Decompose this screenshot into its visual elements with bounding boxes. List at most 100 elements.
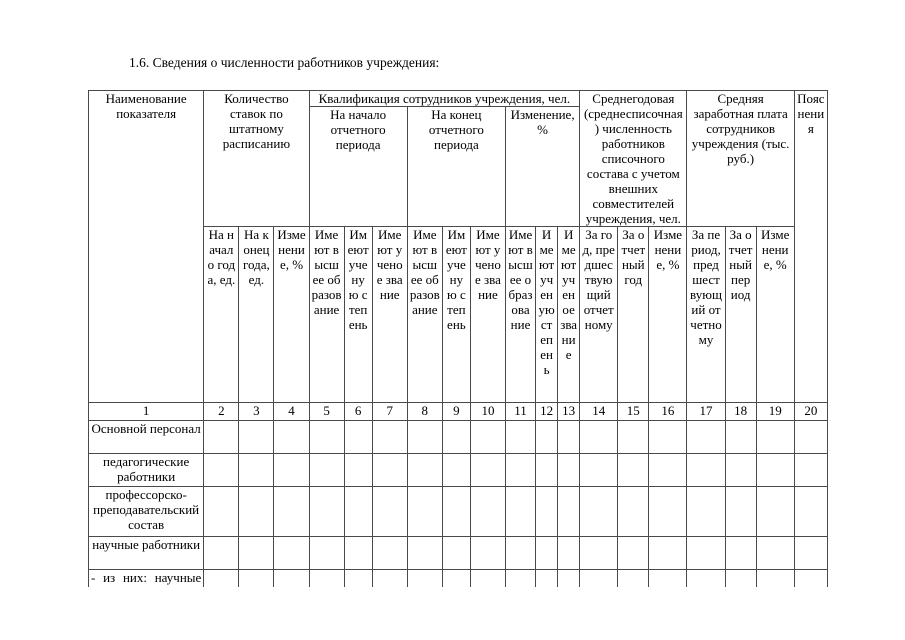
table-cell bbox=[469, 569, 506, 587]
header-indicator-name: Наименование показателя bbox=[87, 90, 205, 403]
table-cell bbox=[504, 420, 537, 454]
table-cell bbox=[617, 420, 650, 454]
column-number: 12 bbox=[535, 402, 559, 421]
table-cell bbox=[469, 420, 506, 454]
table-cell bbox=[557, 536, 581, 570]
table-cell bbox=[755, 569, 795, 587]
table-cell bbox=[371, 453, 408, 487]
subheader-salary-report-period: За отчетный период bbox=[724, 226, 757, 403]
column-number: 16 bbox=[648, 402, 688, 421]
column-number: 7 bbox=[371, 402, 408, 421]
subheader-end-higher-edu: Имеют высшее образование bbox=[406, 226, 443, 403]
column-number: 2 bbox=[203, 402, 240, 421]
subheader-headcount-report-year: За отчетный год bbox=[617, 226, 650, 403]
table-cell bbox=[406, 453, 443, 487]
column-number: 11 bbox=[504, 402, 537, 421]
table-cell bbox=[793, 536, 829, 570]
subheader-change-higher-edu: Имеют высшее образование bbox=[504, 226, 537, 403]
table-cell bbox=[441, 453, 471, 487]
table-cell bbox=[617, 486, 650, 537]
table-cell bbox=[406, 569, 443, 587]
table-row-main-personnel: Основной персонал bbox=[87, 420, 829, 454]
table-cell bbox=[273, 569, 310, 587]
table-cell bbox=[441, 486, 471, 537]
table-row-of-them-scientific: - из них: научные bbox=[87, 569, 829, 587]
subheader-headcount-change: Изменение, % bbox=[648, 226, 688, 403]
table-cell bbox=[648, 536, 688, 570]
table-cell bbox=[406, 536, 443, 570]
row-label: педагогические работники bbox=[87, 453, 205, 487]
table-cell bbox=[308, 569, 345, 587]
column-number: 9 bbox=[441, 402, 471, 421]
row-label: Основной персонал bbox=[87, 420, 205, 454]
subheader-begin-higher-edu: Имеют высшее образование bbox=[308, 226, 345, 403]
header-qual-begin: На начало отчетного периода bbox=[308, 106, 408, 227]
table-cell bbox=[203, 536, 240, 570]
table-cell bbox=[371, 420, 408, 454]
header-avg-salary: Средняя заработная плата сотрудников учр… bbox=[686, 90, 795, 227]
column-number: 19 bbox=[755, 402, 795, 421]
table-cell bbox=[579, 536, 619, 570]
table-cell bbox=[406, 486, 443, 537]
table-cell bbox=[557, 453, 581, 487]
column-number: 6 bbox=[343, 402, 373, 421]
table-cell bbox=[238, 536, 275, 570]
table-cell bbox=[686, 536, 726, 570]
header-row-groups: Наименование показателя Количество ставо… bbox=[87, 90, 829, 403]
table-cell bbox=[308, 420, 345, 454]
table-cell bbox=[535, 536, 559, 570]
header-qual-end: На конец отчетного периода bbox=[406, 106, 506, 227]
column-number: 13 bbox=[557, 402, 581, 421]
column-number: 3 bbox=[238, 402, 275, 421]
subheader-headcount-prev-year: За год, предшествующий отчетному bbox=[579, 226, 619, 403]
header-staff-positions: Количество ставок по штатному расписанию bbox=[203, 90, 310, 227]
table-cell bbox=[724, 536, 757, 570]
row-label: научные работники bbox=[87, 536, 205, 570]
table-cell bbox=[724, 453, 757, 487]
table-cell bbox=[308, 453, 345, 487]
table-cell bbox=[343, 536, 373, 570]
subheader-begin-title: Имеют ученое звание bbox=[371, 226, 408, 403]
table-cell bbox=[203, 486, 240, 537]
table-cell bbox=[648, 453, 688, 487]
table-cell bbox=[308, 486, 345, 537]
column-number: 4 bbox=[273, 402, 310, 421]
subheader-change-degree: Имеют ученую степень bbox=[535, 226, 559, 403]
subheader-begin-degree: Имеют ученую степень bbox=[343, 226, 373, 403]
table-cell bbox=[755, 536, 795, 570]
table-cell bbox=[535, 486, 559, 537]
table-row-scientific-workers: научные работники bbox=[87, 536, 829, 570]
table-cell bbox=[238, 420, 275, 454]
table-cell bbox=[724, 569, 757, 587]
subheader-begin-year: На начало года, ед. bbox=[203, 226, 240, 403]
table-cell bbox=[238, 569, 275, 587]
column-number: 14 bbox=[579, 402, 619, 421]
table-row-professor-teaching-staff: профессорско-преподавательский состав bbox=[87, 486, 829, 537]
column-number: 10 bbox=[469, 402, 506, 421]
table-row-pedagogical-workers: педагогические работники bbox=[87, 453, 829, 487]
table-cell bbox=[579, 569, 619, 587]
table-cell bbox=[755, 453, 795, 487]
table-cell bbox=[371, 536, 408, 570]
table-cell bbox=[273, 420, 310, 454]
table-cell bbox=[686, 453, 726, 487]
table-cell bbox=[343, 420, 373, 454]
subheader-change-title: Имеют ученое звание bbox=[557, 226, 581, 403]
column-numbers-row: 1 2 3 4 5 6 7 8 9 10 11 12 13 14 15 16 1… bbox=[87, 402, 829, 421]
table-cell bbox=[273, 453, 310, 487]
table-cell bbox=[469, 536, 506, 570]
subheader-salary-change: Изменение, % bbox=[755, 226, 795, 403]
header-qualification: Квалификация сотрудников учреждения, чел… bbox=[308, 90, 581, 107]
table-cell bbox=[504, 569, 537, 587]
table-cell bbox=[469, 486, 506, 537]
table-cell bbox=[686, 486, 726, 537]
column-number: 18 bbox=[724, 402, 757, 421]
table-cell bbox=[441, 420, 471, 454]
table-cell bbox=[343, 569, 373, 587]
table-cell bbox=[557, 569, 581, 587]
staff-numbers-table: Наименование показателя Количество ставо… bbox=[87, 90, 829, 587]
table-cell bbox=[343, 453, 373, 487]
table-cell bbox=[203, 569, 240, 587]
table-cell bbox=[755, 420, 795, 454]
table-cell bbox=[203, 453, 240, 487]
